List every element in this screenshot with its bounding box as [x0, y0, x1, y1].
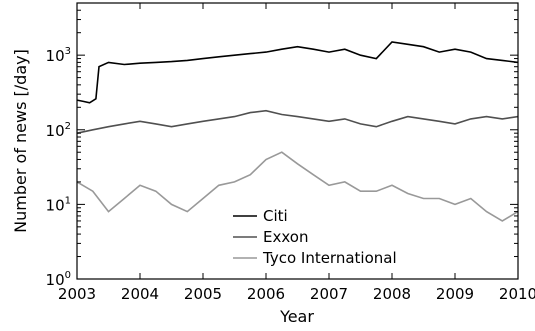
- x-tick-label: 2004: [121, 285, 159, 303]
- x-tick-label: 2006: [247, 285, 285, 303]
- legend-label: Exxon: [263, 228, 308, 246]
- x-tick-label: 2010: [499, 285, 535, 303]
- series-line-citi: [76, 41, 519, 104]
- legend-label: Citi: [263, 207, 288, 225]
- y-tick-label: 101: [46, 195, 71, 214]
- y-tick-label: 102: [46, 121, 71, 140]
- x-tick-label: 2008: [373, 285, 411, 303]
- x-tick-label: 2005: [184, 285, 222, 303]
- series-layer: [76, 41, 519, 222]
- series-line-tyco-international: [76, 151, 519, 222]
- y-tick-label: 100: [46, 270, 71, 289]
- series-line-exxon: [76, 109, 519, 134]
- y-axis-label: Number of news [/day]: [11, 49, 30, 233]
- legend: Citi Exxon Tyco International: [233, 207, 397, 267]
- y-tick-label: 103: [46, 46, 71, 65]
- x-tick-label: 2003: [58, 285, 96, 303]
- x-tick-label: 2007: [310, 285, 348, 303]
- x-tick-label: 2009: [436, 285, 474, 303]
- x-axis-label: Year: [279, 307, 314, 326]
- legend-label: Tyco International: [262, 249, 397, 267]
- tick-layer: 2003 2004 2005 2006 2007 2008 2009 2010 100 101 10…: [46, 2, 535, 303]
